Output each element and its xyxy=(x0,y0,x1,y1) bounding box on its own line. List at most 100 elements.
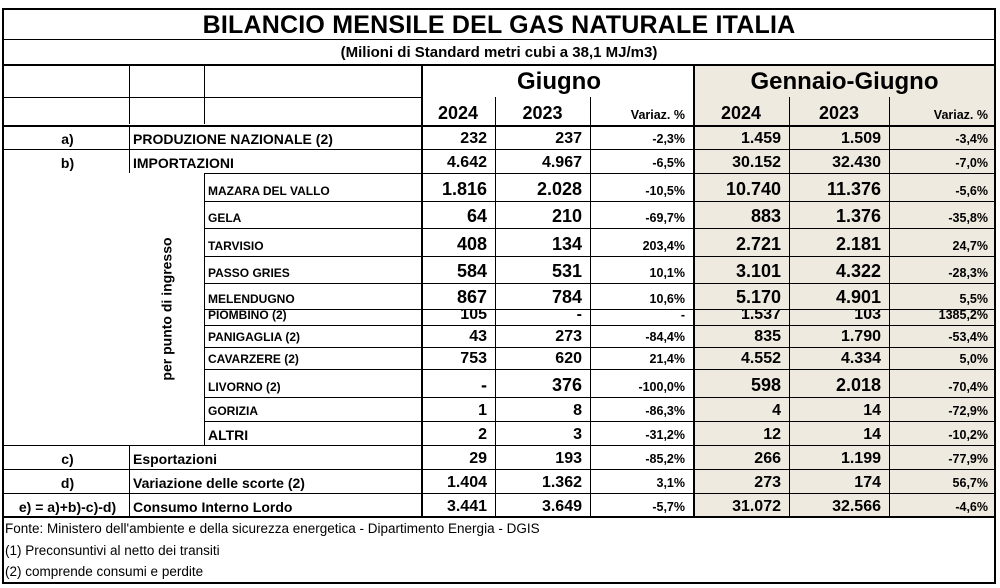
row-code: d) xyxy=(60,475,75,491)
value-m24: 1.404 xyxy=(446,474,487,491)
header-divider-2 xyxy=(204,66,205,124)
value-cvar: -77,9% xyxy=(948,452,988,466)
row-label: Esportazioni xyxy=(133,451,218,467)
cumulative-group-header: Gennaio-Giugno xyxy=(693,64,996,98)
value-c23: 103 xyxy=(854,309,881,323)
value-m24: 1 xyxy=(478,402,487,419)
value-c23: 14 xyxy=(863,402,881,419)
row-code: c) xyxy=(61,451,74,467)
entry-point-label: ALTRI xyxy=(208,427,249,443)
value-m24: 584 xyxy=(456,261,487,281)
code-divider-bottom xyxy=(129,445,130,517)
value-mvar: -6,5% xyxy=(652,156,685,170)
source-note: Fonte: Ministero dell'ambiente e della s… xyxy=(5,521,540,536)
value-mvar: -85,2% xyxy=(645,452,685,466)
value-m24: 753 xyxy=(460,350,487,367)
month-group-label: Giugno xyxy=(517,68,601,95)
value-m23: 3 xyxy=(573,426,582,443)
value-m24: 408 xyxy=(456,234,487,254)
value-m23: 1.362 xyxy=(541,474,582,491)
value-cvar: 5,0% xyxy=(959,352,989,366)
header-bottom-border xyxy=(2,125,996,127)
row-code: e) = a)+b)-c)-d) xyxy=(18,499,117,515)
value-m24: 105 xyxy=(460,309,487,323)
entry-point-label: PANIGAGLIA (2) xyxy=(208,330,300,344)
footnote-2: (2) comprende consumi e perdite xyxy=(5,564,204,579)
value-m24: 867 xyxy=(456,287,487,307)
value-cvar: -4,6% xyxy=(955,500,988,514)
value-c23: 1.199 xyxy=(840,450,881,467)
value-c24: 12 xyxy=(763,426,781,443)
row-divider xyxy=(204,347,994,348)
value-m24: 43 xyxy=(469,328,487,345)
table-right-border xyxy=(994,64,996,517)
value-m23: 237 xyxy=(555,130,582,147)
value-m24: 29 xyxy=(469,450,487,467)
row-divider xyxy=(204,397,994,398)
group-border-cumulative xyxy=(693,64,695,517)
value-m23: 3.649 xyxy=(541,498,582,515)
entry-point-label: TARVISIO xyxy=(208,239,264,253)
cumulative-group-label: Gennaio-Giugno xyxy=(750,68,939,95)
row-divider xyxy=(204,201,994,202)
value-m23: 531 xyxy=(551,261,582,281)
row-label: Consumo Interno Lordo xyxy=(133,499,293,515)
row-divider xyxy=(204,283,994,284)
row-divider xyxy=(204,369,994,370)
value-cvar: -10,2% xyxy=(948,428,988,442)
value-mvar: 21,4% xyxy=(649,352,685,366)
footnote-1: (1) Preconsuntivi al netto dei transiti xyxy=(5,543,220,558)
row-code: b) xyxy=(60,155,75,171)
value-m23: 376 xyxy=(551,375,582,395)
side-label: per punto di ingresso xyxy=(159,237,175,381)
value-m24: 2 xyxy=(478,426,487,443)
month-group-header: Giugno xyxy=(421,64,695,98)
value-m23: - xyxy=(576,309,582,323)
value-m23: 193 xyxy=(555,450,582,467)
value-cvar: -70,4% xyxy=(948,380,988,394)
value-m24: 232 xyxy=(460,130,487,147)
value-cvar: 56,7% xyxy=(952,476,988,490)
value-c24: 1.537 xyxy=(740,309,781,323)
column-header-month-variation: Variaz. % xyxy=(630,108,685,122)
value-m24: - xyxy=(481,375,487,395)
value-c24: 30.152 xyxy=(732,154,781,171)
column-header-month-2023: 2023 xyxy=(522,103,563,123)
value-cvar: -3,4% xyxy=(955,132,988,146)
row-label: Variazione delle scorte (2) xyxy=(133,475,305,491)
value-c24: 2.721 xyxy=(735,234,781,254)
value-c24: 883 xyxy=(750,206,781,226)
value-mvar: 10,1% xyxy=(649,266,685,280)
value-mvar: -100,0% xyxy=(638,380,685,394)
entry-point-label: GORIZIA xyxy=(208,404,258,418)
value-c24: 835 xyxy=(754,328,781,345)
value-m23: 134 xyxy=(551,234,582,254)
value-m24: 3.441 xyxy=(446,498,487,515)
entry-point-label: PASSO GRIES xyxy=(208,266,290,280)
value-mvar: -84,4% xyxy=(645,330,685,344)
value-c24: 4.552 xyxy=(740,350,781,367)
value-cvar: 1385,2% xyxy=(938,309,988,322)
entry-point-label: PIOMBINO (2) xyxy=(208,309,287,322)
entry-point-label: MELENDUGNO xyxy=(208,292,295,306)
value-m23: 2.028 xyxy=(536,179,582,199)
value-c23: 1.790 xyxy=(840,328,881,345)
value-mvar: -86,3% xyxy=(645,404,685,418)
row-divider xyxy=(2,149,994,150)
header-left-block xyxy=(2,64,422,126)
value-c24: 598 xyxy=(750,375,781,395)
value-c23: 11.376 xyxy=(826,179,881,199)
value-c24: 3.101 xyxy=(735,261,781,281)
row-code: a) xyxy=(61,131,74,147)
value-c24: 10.740 xyxy=(725,179,781,199)
value-cvar: -28,3% xyxy=(948,266,988,280)
value-cvar: 5,5% xyxy=(959,292,989,306)
cumulative-shading xyxy=(694,66,995,517)
row-divider xyxy=(204,421,994,422)
value-cvar: -53,4% xyxy=(948,330,988,344)
row-divider xyxy=(204,173,994,174)
value-c23: 4.334 xyxy=(840,350,881,367)
value-c23: 2.018 xyxy=(835,375,881,395)
value-cvar: -7,0% xyxy=(955,156,988,170)
